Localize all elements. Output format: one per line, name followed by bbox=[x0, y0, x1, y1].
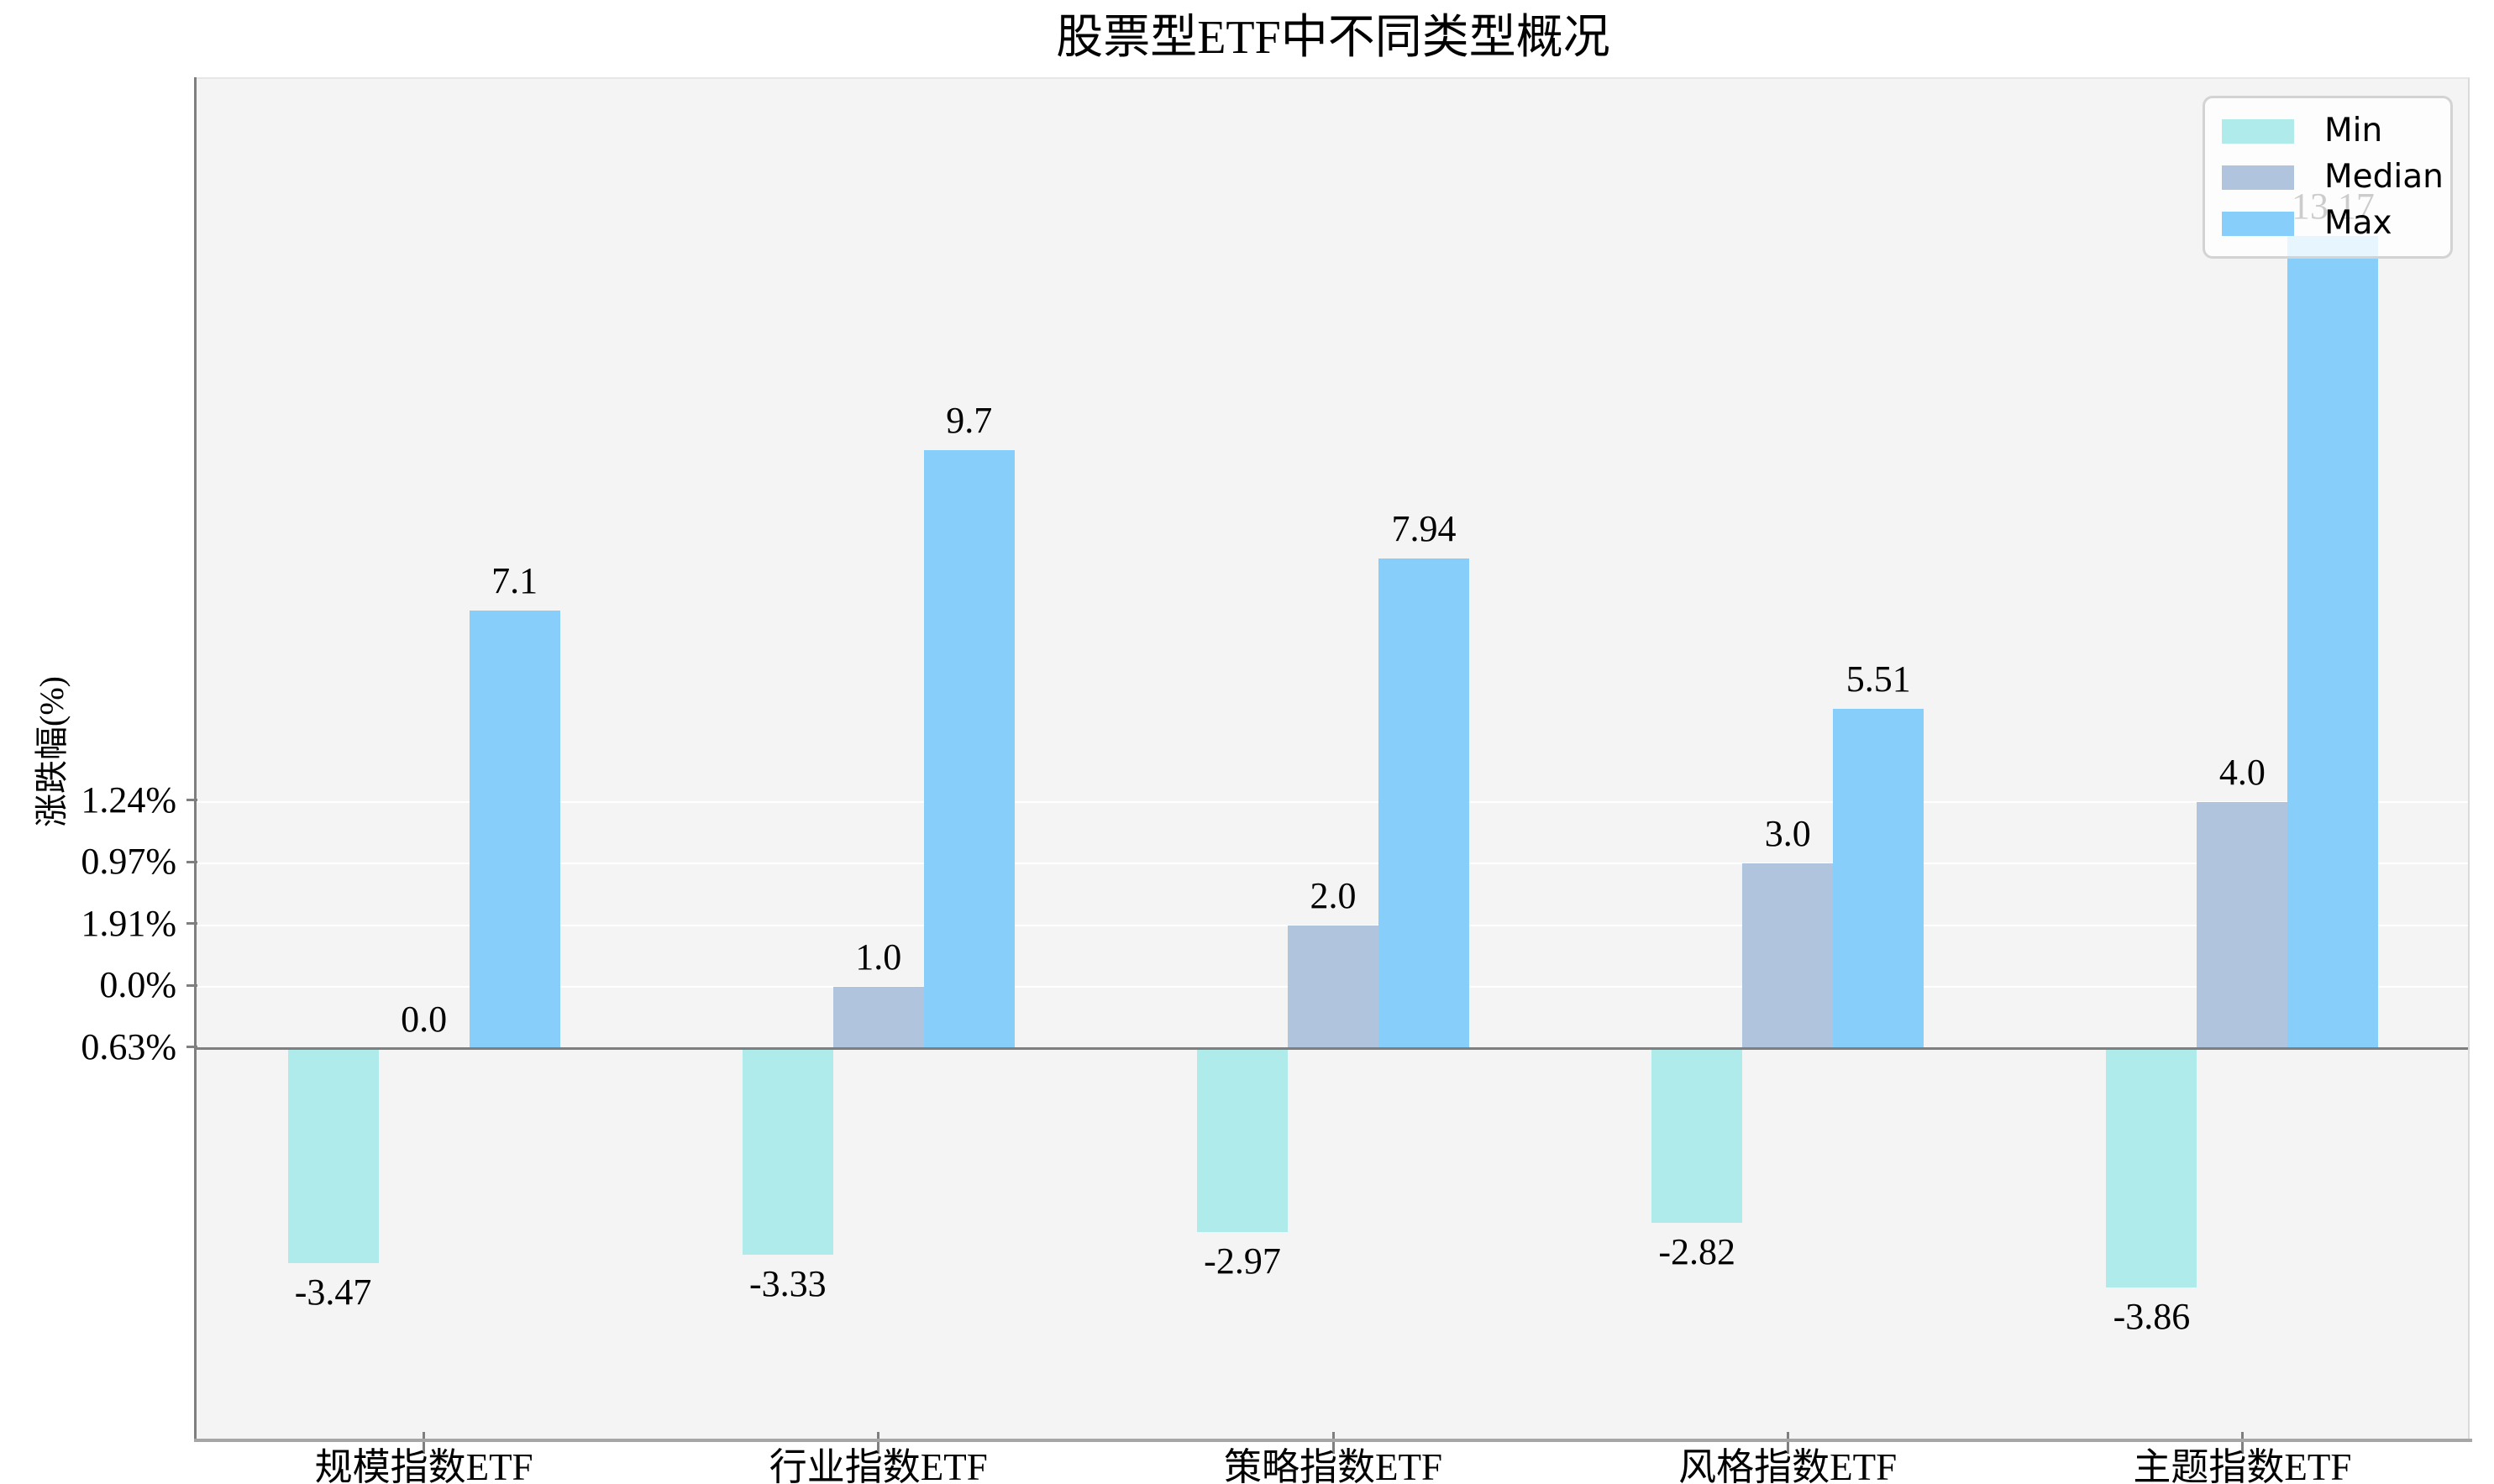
gridline bbox=[197, 800, 2468, 803]
x-tick-label: 行业指数ETF bbox=[769, 1446, 988, 1484]
y-tick-label: 1.91% bbox=[81, 902, 176, 944]
y-tick-label: 0.97% bbox=[81, 841, 176, 883]
bar-median bbox=[1288, 925, 1378, 1049]
chart-title: 股票型ETF中不同类型概况 bbox=[1056, 12, 1610, 64]
left-axis-spine bbox=[194, 77, 197, 1442]
value-label: 0.0 bbox=[401, 998, 448, 1040]
gridline bbox=[197, 863, 2468, 865]
legend-item: Max bbox=[2222, 205, 2434, 242]
value-label: 1.0 bbox=[855, 936, 902, 978]
legend-label: Median bbox=[2324, 158, 2444, 196]
bar-max bbox=[1833, 708, 1924, 1049]
value-label: 9.7 bbox=[946, 399, 993, 441]
x-tick-mark bbox=[1331, 1432, 1335, 1454]
bar-min bbox=[742, 1048, 833, 1255]
value-label: 5.51 bbox=[1846, 658, 1911, 700]
legend-swatch-median bbox=[2222, 165, 2294, 190]
y-tick-label: 0.0% bbox=[99, 964, 176, 1006]
value-label: 7.1 bbox=[491, 559, 538, 601]
value-label: -3.47 bbox=[294, 1272, 372, 1313]
legend-swatch-max bbox=[2222, 211, 2294, 236]
legend-item: Min bbox=[2222, 113, 2434, 149]
y-tick-mark bbox=[186, 922, 197, 926]
value-label: 3.0 bbox=[1764, 813, 1811, 855]
x-tick-label: 主题指数ETF bbox=[2133, 1446, 2352, 1484]
bar-min bbox=[1651, 1048, 1743, 1224]
value-label: -2.82 bbox=[1658, 1231, 1736, 1273]
zero-line bbox=[197, 1047, 2468, 1051]
bar-min bbox=[287, 1048, 379, 1263]
legend: Min Median Max bbox=[2203, 96, 2453, 259]
x-tick-mark bbox=[423, 1432, 426, 1454]
y-tick-mark bbox=[186, 1046, 197, 1049]
x-tick-label: 风格指数ETF bbox=[1678, 1446, 1898, 1484]
legend-label: Max bbox=[2324, 204, 2392, 242]
x-tick-label: 策略指数ETF bbox=[1223, 1446, 1443, 1484]
plot-area: -3.47 -3.33 -2.97 -2.82 -3.86 0.0 1.0 2.0 3.0 4.0… bbox=[197, 77, 2470, 1439]
bar-max bbox=[923, 449, 1015, 1049]
bottom-axis-spine bbox=[194, 1439, 2472, 1442]
bar-median bbox=[1742, 863, 1834, 1049]
bar-median bbox=[832, 987, 924, 1049]
legend-label: Min bbox=[2324, 112, 2383, 149]
x-tick-mark bbox=[877, 1432, 880, 1454]
legend-item: Median bbox=[2222, 159, 2444, 196]
bar-max bbox=[2287, 235, 2379, 1049]
y-tick-mark bbox=[186, 799, 197, 802]
value-label: -3.86 bbox=[2113, 1295, 2191, 1337]
x-tick-mark bbox=[1786, 1432, 1789, 1454]
value-label: -3.33 bbox=[748, 1262, 827, 1304]
value-label: 2.0 bbox=[1310, 874, 1357, 916]
y-tick-mark bbox=[186, 860, 197, 863]
y-tick-mark bbox=[186, 983, 197, 987]
y-tick-label: 0.63% bbox=[81, 1025, 176, 1067]
legend-swatch-min bbox=[2222, 118, 2294, 144]
value-label: -2.97 bbox=[1204, 1240, 1281, 1282]
bar-min bbox=[2106, 1048, 2197, 1287]
bar-median bbox=[2197, 801, 2288, 1049]
y-tick-label: 1.24% bbox=[81, 779, 176, 821]
x-tick-mark bbox=[2240, 1432, 2244, 1454]
bar-max bbox=[1378, 558, 1469, 1049]
bar-max bbox=[469, 610, 560, 1049]
value-label: 4.0 bbox=[2218, 751, 2266, 793]
x-tick-label: 规模指数ETF bbox=[314, 1446, 533, 1484]
bar-min bbox=[1197, 1048, 1288, 1233]
value-label: 7.94 bbox=[1391, 508, 1457, 550]
